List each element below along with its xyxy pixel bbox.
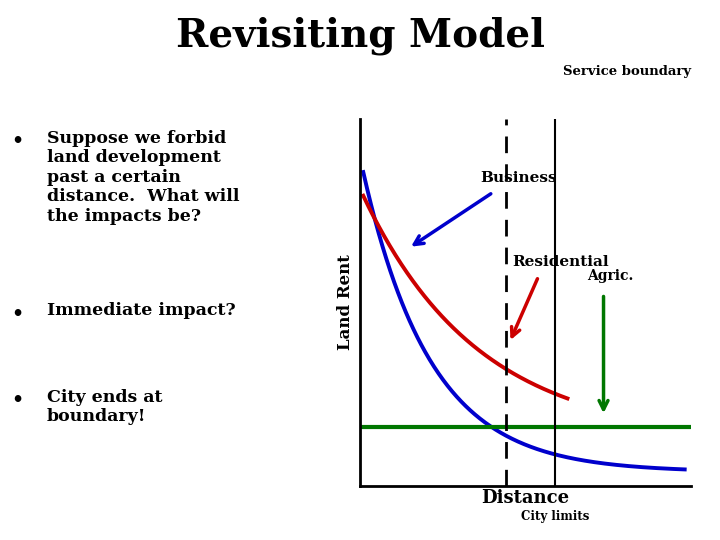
- Y-axis label: Land Rent: Land Rent: [338, 254, 354, 350]
- Text: Business: Business: [480, 171, 557, 185]
- Text: Immediate impact?: Immediate impact?: [47, 302, 235, 319]
- Text: •: •: [11, 392, 23, 409]
- Text: City limits: City limits: [521, 510, 589, 523]
- Text: Agric.: Agric.: [588, 269, 634, 283]
- Text: Service boundary: Service boundary: [563, 65, 691, 78]
- Text: Suppose we forbid
land development
past a certain
distance.  What will
the impac: Suppose we forbid land development past …: [47, 130, 239, 225]
- Text: Revisiting Model: Revisiting Model: [176, 16, 544, 55]
- Text: •: •: [11, 305, 23, 323]
- Text: Residential: Residential: [513, 255, 609, 269]
- Text: City ends at
boundary!: City ends at boundary!: [47, 389, 162, 426]
- Text: •: •: [11, 132, 23, 150]
- X-axis label: Distance: Distance: [482, 489, 570, 507]
